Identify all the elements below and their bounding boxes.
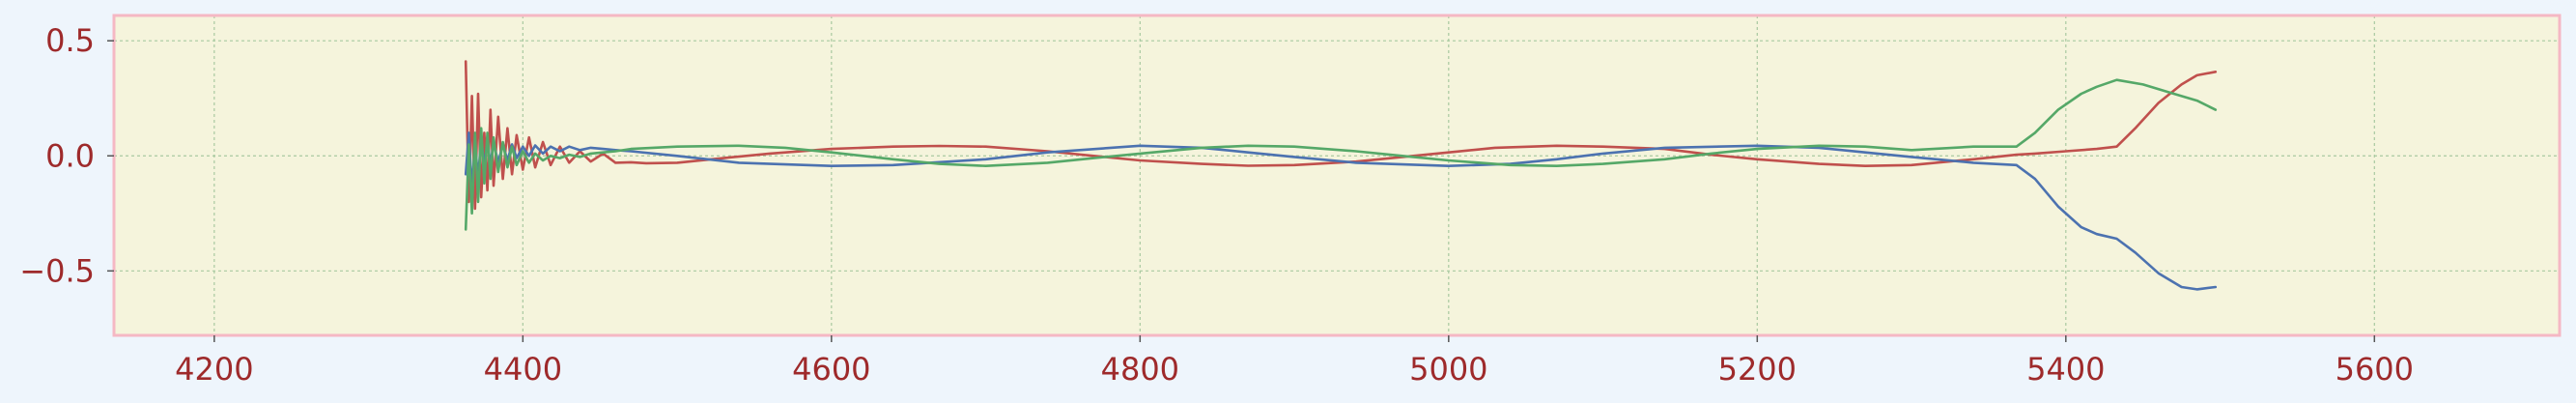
x-tick-label: 5400 — [2026, 351, 2105, 388]
plot-frame — [112, 14, 2562, 337]
series-line-1 — [464, 60, 2218, 211]
y-tick-label: 0.5 — [45, 22, 95, 59]
x-tick-label: 4200 — [175, 351, 253, 388]
x-tick-label: 4800 — [1101, 351, 1179, 388]
series-line-3 — [464, 78, 2218, 231]
y-tick-label: 0.0 — [45, 137, 95, 174]
plot-area — [114, 15, 2560, 335]
y-tick-label: −0.5 — [19, 252, 95, 289]
x-axis: 4200 4400 4600 4800 5000 5200 5400 5600 — [175, 335, 2414, 388]
x-tick-label: 4400 — [484, 351, 562, 388]
x-tick-label: 5600 — [2335, 351, 2414, 388]
series-group — [464, 60, 2218, 291]
y-axis: 0.5 0.0 −0.5 — [19, 22, 114, 289]
x-tick-label: 5000 — [1409, 351, 1487, 388]
x-tick-label: 5200 — [1718, 351, 1797, 388]
x-tick-label: 4600 — [792, 351, 870, 388]
